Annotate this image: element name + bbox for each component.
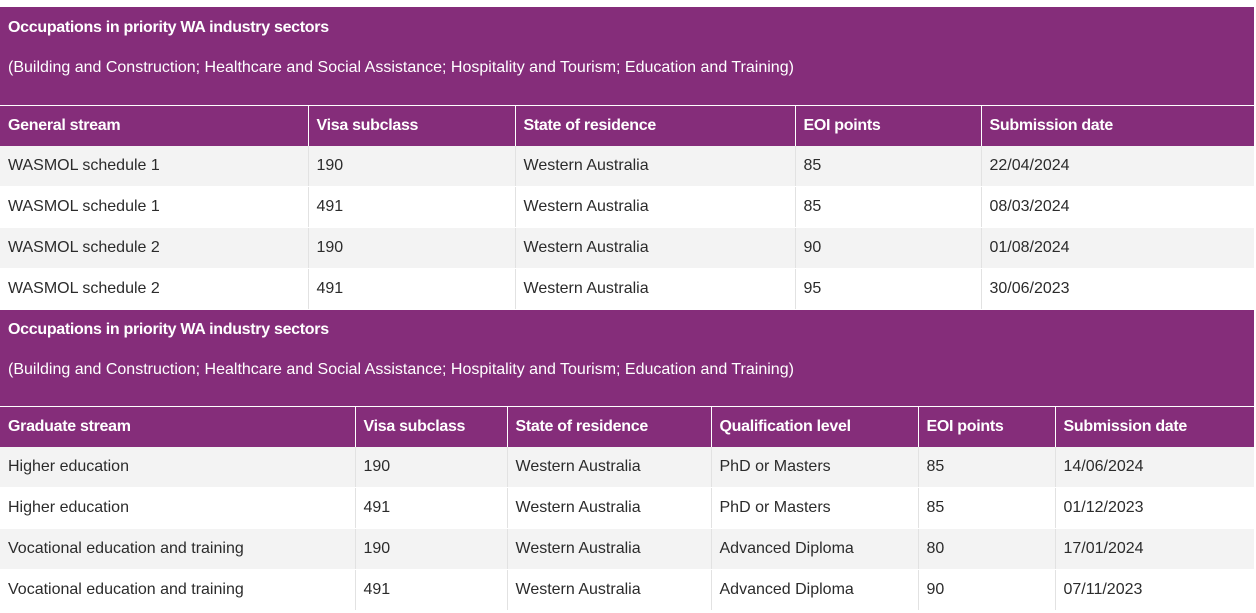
table-cell: 491 [354, 569, 507, 611]
table-cell: 491 [354, 487, 507, 529]
table-row: WASMOL schedule 1 491 Western Australia … [0, 186, 1254, 228]
column-header: Submission date [1054, 407, 1254, 447]
table-cell: Vocational education and training [0, 569, 355, 611]
table-cell: WASMOL schedule 2 [0, 227, 308, 269]
column-header: Submission date [980, 106, 1254, 146]
table-row: Higher education 491 Western Australia P… [0, 487, 1254, 529]
table-row: WASMOL schedule 1 190 Western Australia … [0, 146, 1254, 187]
table-cell: Advanced Diploma [710, 528, 918, 570]
table-cell: Western Australia [506, 528, 711, 570]
table-row: Higher education 190 Western Australia P… [0, 447, 1254, 488]
table-cell: 07/11/2023 [1054, 569, 1254, 611]
column-header: State of residence [506, 407, 711, 447]
table-cell: Western Australia [506, 569, 711, 611]
table-cell: 01/12/2023 [1054, 487, 1254, 529]
table-cell: Western Australia [514, 146, 795, 187]
table-cell: 30/06/2023 [980, 268, 1254, 310]
table-cell: WASMOL schedule 2 [0, 268, 308, 310]
column-header: State of residence [514, 106, 795, 146]
table-row: Vocational education and training 491 We… [0, 569, 1254, 611]
table-cell: Western Australia [514, 186, 795, 228]
section1-subtitle: (Building and Construction; Healthcare a… [8, 59, 794, 76]
column-header: Visa subclass [354, 407, 507, 447]
general-stream-table: General stream Visa subclass State of re… [0, 106, 1254, 310]
table-cell: Higher education [0, 447, 355, 488]
table-cell: 491 [307, 268, 515, 310]
table-row: WASMOL schedule 2 190 Western Australia … [0, 227, 1254, 269]
table-cell: 17/01/2024 [1054, 528, 1254, 570]
table-cell: 08/03/2024 [980, 186, 1254, 228]
table-cell: 95 [794, 268, 981, 310]
table-cell: 190 [307, 227, 515, 269]
table-cell: 14/06/2024 [1054, 447, 1254, 488]
section1-title: Occupations in priority WA industry sect… [8, 19, 329, 36]
table-cell: Western Australia [514, 268, 795, 310]
table-row: WASMOL schedule 2 491 Western Australia … [0, 268, 1254, 310]
table-cell: 190 [307, 146, 515, 187]
content-wrapper: Occupations in priority WA industry sect… [0, 7, 1254, 611]
section2-banner: Occupations in priority WA industry sect… [0, 310, 1254, 406]
table-cell: 491 [307, 186, 515, 228]
section2-subtitle: (Building and Construction; Healthcare a… [8, 361, 794, 378]
table-cell: WASMOL schedule 1 [0, 186, 308, 228]
table-header-row: General stream Visa subclass State of re… [0, 106, 1254, 146]
section1-banner: Occupations in priority WA industry sect… [0, 7, 1254, 105]
table-cell: 80 [917, 528, 1055, 570]
column-header: EOI points [794, 106, 981, 146]
table-cell: PhD or Masters [710, 487, 918, 529]
table-cell: 22/04/2024 [980, 146, 1254, 187]
table-cell: Western Australia [506, 447, 711, 488]
column-header: Visa subclass [307, 106, 515, 146]
table-cell: 190 [354, 528, 507, 570]
table-cell: 85 [917, 447, 1055, 488]
table-cell: Higher education [0, 487, 355, 529]
table-cell: Western Australia [506, 487, 711, 529]
column-header: General stream [0, 106, 308, 146]
section2-title: Occupations in priority WA industry sect… [8, 321, 329, 338]
table-cell: Vocational education and training [0, 528, 355, 570]
table-cell: 90 [917, 569, 1055, 611]
table-cell: 85 [794, 146, 981, 187]
table-cell: 85 [794, 186, 981, 228]
table-cell: WASMOL schedule 1 [0, 146, 308, 187]
column-header: EOI points [917, 407, 1055, 447]
table-cell: Western Australia [514, 227, 795, 269]
table-row: Vocational education and training 190 We… [0, 528, 1254, 570]
table-cell: Advanced Diploma [710, 569, 918, 611]
table-cell: 90 [794, 227, 981, 269]
table-cell: 01/08/2024 [980, 227, 1254, 269]
table-cell: 190 [354, 447, 507, 488]
graduate-stream-table: Graduate stream Visa subclass State of r… [0, 407, 1254, 611]
column-header: Qualification level [710, 407, 918, 447]
table-cell: PhD or Masters [710, 447, 918, 488]
table-header-row: Graduate stream Visa subclass State of r… [0, 407, 1254, 447]
column-header: Graduate stream [0, 407, 355, 447]
table-cell: 85 [917, 487, 1055, 529]
